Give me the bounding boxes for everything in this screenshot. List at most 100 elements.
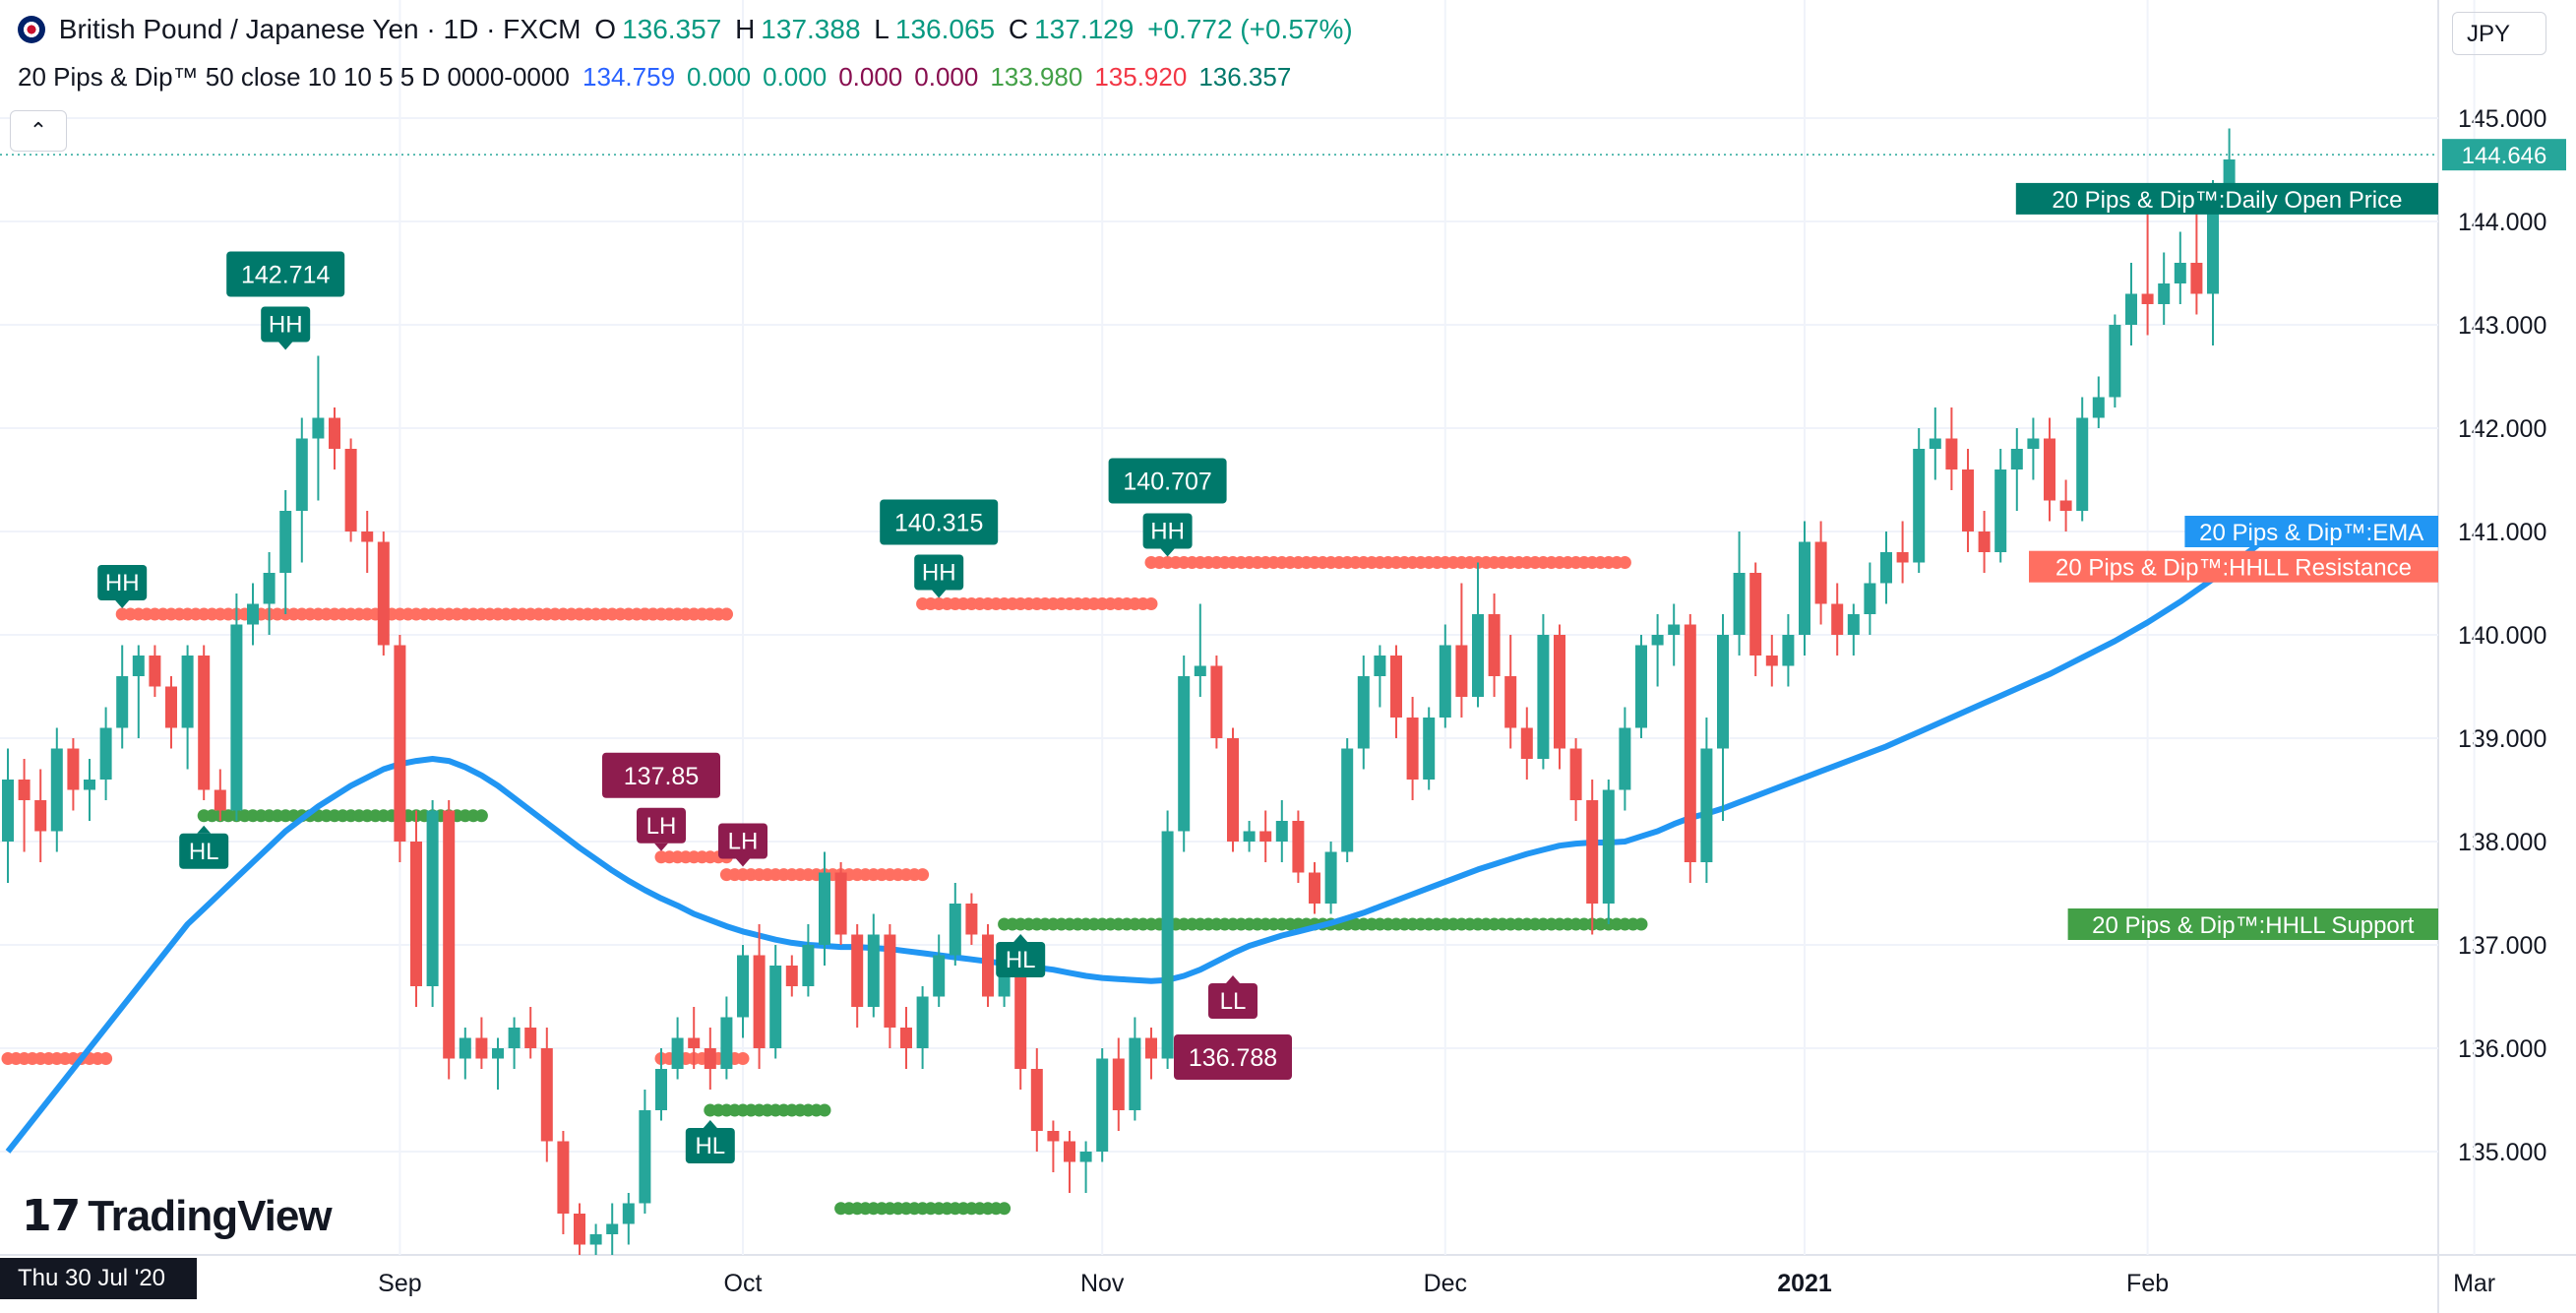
candle-body[interactable] [1357,676,1370,749]
candle-body[interactable] [67,748,80,790]
candle-body[interactable] [1064,1141,1075,1162]
candle-body[interactable] [1537,635,1550,759]
candle-body[interactable] [1847,614,1860,635]
collapse-legend-button[interactable]: ⌃ [10,110,67,152]
candle-body[interactable] [1929,438,1941,450]
candle-body[interactable] [1586,800,1599,904]
candle-body[interactable] [1439,645,1451,719]
candle-body[interactable] [900,1028,912,1048]
candle-body[interactable] [1668,624,1681,636]
candle-body[interactable] [1945,438,1958,470]
candle-body[interactable] [230,624,243,811]
currency-selector[interactable]: JPY [2452,12,2546,55]
candle-body[interactable] [1913,449,1926,563]
candle-body[interactable] [475,1037,488,1059]
candle-body[interactable] [149,656,161,687]
candle-body[interactable] [1145,1037,1157,1059]
candle-body[interactable] [2158,283,2171,304]
candle-body[interactable] [639,1110,651,1204]
candle-body[interactable] [2125,293,2137,326]
candle-body[interactable] [1782,635,1795,666]
candle-body[interactable] [1880,552,1892,584]
candle-body[interactable] [1030,1069,1043,1131]
candle-body[interactable] [1717,635,1729,749]
candle-body[interactable] [361,531,374,542]
candle-body[interactable] [2076,417,2089,512]
candle-body[interactable] [540,1048,553,1142]
candle-body[interactable] [606,1223,619,1235]
candle-body[interactable] [1504,676,1517,728]
candle-body[interactable] [1324,851,1337,905]
candle-body[interactable] [524,1028,537,1048]
candle-body[interactable] [1749,573,1762,656]
candle-body[interactable] [589,1234,602,1245]
candle-body[interactable] [785,966,798,986]
candle-body[interactable] [410,842,422,986]
candle-body[interactable] [1569,748,1582,801]
candle-body[interactable] [1292,821,1305,873]
candle-body[interactable] [1341,748,1354,852]
candle-body[interactable] [949,904,961,956]
candle-body[interactable] [394,645,406,843]
candle-body[interactable] [802,945,815,986]
candle-body[interactable] [574,1214,585,1245]
candle-body[interactable] [1096,1058,1109,1153]
candle-body[interactable] [459,1037,471,1059]
candle-body[interactable] [1896,552,1909,563]
candle-body[interactable] [1129,1037,1141,1111]
candle-body[interactable] [263,573,276,604]
candle-body[interactable] [50,748,63,832]
candle-body[interactable] [1227,738,1239,842]
candle-body[interactable] [769,966,782,1048]
candle-body[interactable] [655,1069,667,1110]
candle-body[interactable] [1765,656,1778,666]
candle-body[interactable] [1488,614,1501,676]
candle-body[interactable] [753,955,766,1049]
candle-body[interactable] [2223,159,2236,191]
candle-body[interactable] [982,934,994,997]
candle-body[interactable] [1259,831,1272,843]
candle-body[interactable] [312,417,325,439]
candle-body[interactable] [704,1048,716,1069]
candle-body[interactable] [508,1028,521,1048]
candle-body[interactable] [1079,1152,1092,1162]
candle-body[interactable] [1047,1131,1060,1142]
candle-body[interactable] [1814,541,1827,604]
candle-body[interactable] [1243,831,1256,843]
candle-body[interactable] [443,810,456,1059]
candle-body[interactable] [737,955,749,1018]
candle-body[interactable] [426,810,439,987]
candle-body[interactable] [1406,718,1419,780]
candle-body[interactable] [279,511,292,573]
candle-body[interactable] [2141,293,2154,305]
candle-body[interactable] [1602,789,1615,905]
candle-body[interactable] [622,1203,635,1224]
candle-body[interactable] [1161,831,1174,1059]
candle-body[interactable] [1178,676,1191,832]
candle-body[interactable] [2174,263,2186,283]
candle-body[interactable] [1520,727,1533,760]
candle-body[interactable] [492,1048,504,1059]
candle-body[interactable] [1309,872,1320,905]
candle-body[interactable] [2109,325,2121,398]
candle-body[interactable] [247,603,259,625]
candle-body[interactable] [2059,500,2072,512]
candle-body[interactable] [1700,748,1713,863]
candle-body[interactable] [965,904,978,935]
candle-body[interactable] [2092,397,2105,418]
candle-body[interactable] [1864,583,1876,615]
candle-body[interactable] [1962,469,1974,531]
candle-body[interactable] [1423,718,1436,780]
candle-body[interactable] [1455,645,1468,698]
candle-body[interactable] [84,780,95,790]
candle-body[interactable] [2190,263,2203,294]
candle-body[interactable] [1978,531,1991,552]
candle-body[interactable] [2207,190,2219,294]
candle-body[interactable] [1733,573,1746,635]
candle-body[interactable] [1194,665,1206,677]
candle-body[interactable] [1831,603,1844,636]
candle-body[interactable] [557,1141,570,1215]
candle-body[interactable] [2044,438,2055,501]
candle-body[interactable] [851,934,864,1008]
candle-body[interactable] [1472,614,1484,697]
